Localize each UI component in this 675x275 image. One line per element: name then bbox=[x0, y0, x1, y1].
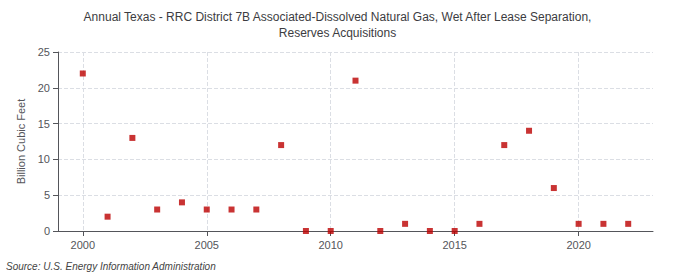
svg-text:Annual Texas - RRC District 7B: Annual Texas - RRC District 7B Associate… bbox=[84, 10, 592, 24]
svg-text:2010: 2010 bbox=[318, 239, 342, 251]
svg-text:0: 0 bbox=[44, 225, 50, 237]
svg-text:2020: 2020 bbox=[566, 239, 590, 251]
svg-text:25: 25 bbox=[38, 46, 50, 58]
svg-text:2000: 2000 bbox=[71, 239, 95, 251]
svg-text:2015: 2015 bbox=[442, 239, 466, 251]
svg-text:5: 5 bbox=[44, 189, 50, 201]
svg-text:2005: 2005 bbox=[195, 239, 219, 251]
svg-text:Reserves Acquisitions: Reserves Acquisitions bbox=[279, 26, 396, 40]
svg-text:Source: U.S. Energy Informatio: Source: U.S. Energy Information Administ… bbox=[6, 261, 216, 272]
svg-text:Billion Cubic Feet: Billion Cubic Feet bbox=[15, 99, 27, 185]
svg-text:10: 10 bbox=[38, 153, 50, 165]
svg-text:20: 20 bbox=[38, 82, 50, 94]
svg-text:15: 15 bbox=[38, 118, 50, 130]
